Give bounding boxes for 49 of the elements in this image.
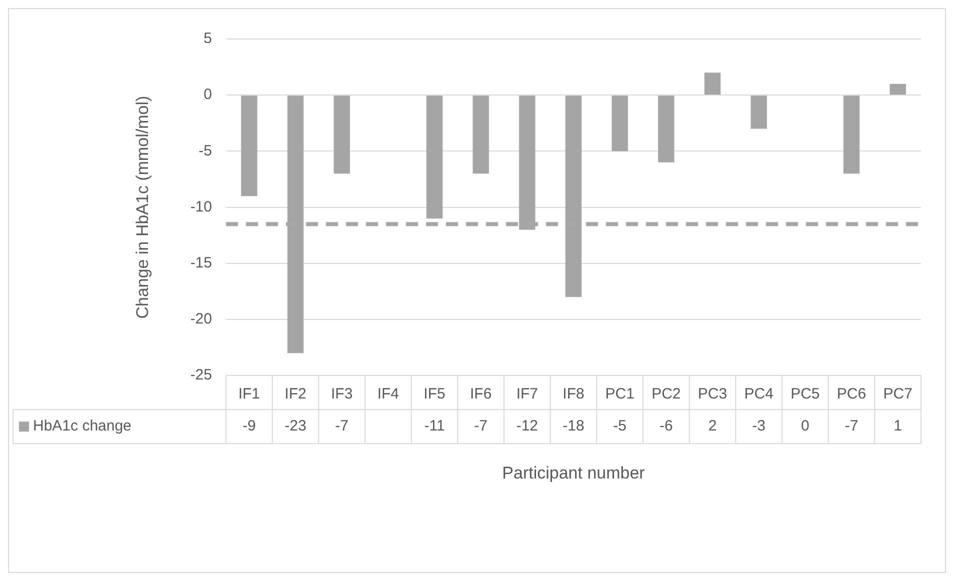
y-tick-label: -15: [190, 254, 212, 272]
data-label: -23: [284, 418, 306, 435]
bar: [704, 72, 721, 95]
y-tick-label: -25: [190, 366, 212, 384]
x-tick-label: PC7: [883, 386, 912, 403]
x-tick-label: IF6: [470, 386, 492, 403]
y-tick-label: -20: [190, 310, 212, 328]
x-tick-label: PC1: [605, 386, 634, 403]
x-tick-label: PC4: [744, 386, 774, 403]
x-tick-label: IF2: [284, 386, 306, 403]
y-tick-label: 5: [204, 30, 212, 48]
data-label: -7: [844, 418, 858, 435]
x-tick-label: IF4: [377, 386, 400, 403]
y-tick-label: -5: [198, 142, 212, 160]
bar: [843, 96, 860, 174]
y-axis-title: Change in HbA1c (mmol/mol): [132, 96, 152, 319]
data-label: 1: [894, 418, 902, 435]
bar: [472, 96, 489, 174]
data-label: -18: [562, 418, 584, 435]
data-label: 2: [708, 418, 717, 435]
bar: [750, 96, 767, 129]
data-label: 0: [800, 418, 810, 435]
y-tick-label: -10: [190, 198, 212, 216]
x-tick-label: IF8: [562, 386, 584, 403]
legend-label: HbA1c change: [33, 418, 132, 435]
x-tick-label: IF3: [330, 386, 353, 403]
bar: [426, 96, 443, 219]
x-tick-label: IF7: [516, 386, 538, 403]
bar: [658, 96, 674, 162]
bar: [612, 96, 628, 152]
data-label: -5: [613, 418, 627, 435]
x-tick-label: IF1: [238, 386, 260, 403]
x-tick-label: PC3: [698, 386, 728, 403]
data-label: -9: [242, 418, 256, 435]
data-label: -11: [424, 418, 445, 435]
x-tick-label: PC6: [836, 386, 866, 403]
x-tick-label: IF5: [424, 386, 446, 403]
x-tick-label: PC2: [652, 386, 681, 403]
data-label: -7: [474, 418, 488, 435]
data-label: -3: [752, 418, 766, 435]
data-label: -12: [516, 418, 538, 435]
bar: [890, 84, 906, 95]
y-tick-label: 0: [204, 86, 212, 104]
bar: [334, 96, 350, 174]
bar: [241, 96, 258, 196]
data-label: -6: [659, 418, 673, 435]
x-axis-title: Participant number: [502, 463, 646, 482]
data-label: -7: [335, 418, 349, 435]
x-tick-label: PC5: [790, 386, 820, 403]
